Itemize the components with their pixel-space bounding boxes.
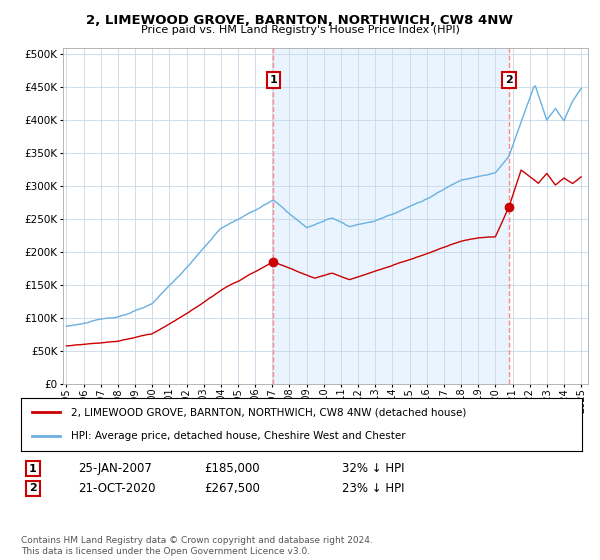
Text: 25-JAN-2007: 25-JAN-2007 <box>78 462 152 475</box>
Text: 1: 1 <box>29 464 37 474</box>
Text: 2, LIMEWOOD GROVE, BARNTON, NORTHWICH, CW8 4NW (detached house): 2, LIMEWOOD GROVE, BARNTON, NORTHWICH, C… <box>71 408 467 418</box>
Text: 32% ↓ HPI: 32% ↓ HPI <box>342 462 404 475</box>
Text: £267,500: £267,500 <box>204 482 260 495</box>
Bar <box>273 48 509 384</box>
Text: 2, LIMEWOOD GROVE, BARNTON, NORTHWICH, CW8 4NW: 2, LIMEWOOD GROVE, BARNTON, NORTHWICH, C… <box>86 14 514 27</box>
Text: Price paid vs. HM Land Registry's House Price Index (HPI): Price paid vs. HM Land Registry's House … <box>140 25 460 35</box>
Text: 2: 2 <box>505 75 513 85</box>
Text: £185,000: £185,000 <box>204 462 260 475</box>
Text: 1: 1 <box>269 75 277 85</box>
Text: 23% ↓ HPI: 23% ↓ HPI <box>342 482 404 495</box>
Text: 2: 2 <box>29 483 37 493</box>
Text: HPI: Average price, detached house, Cheshire West and Chester: HPI: Average price, detached house, Ches… <box>71 431 406 441</box>
Text: 21-OCT-2020: 21-OCT-2020 <box>78 482 155 495</box>
Text: Contains HM Land Registry data © Crown copyright and database right 2024.
This d: Contains HM Land Registry data © Crown c… <box>21 536 373 556</box>
